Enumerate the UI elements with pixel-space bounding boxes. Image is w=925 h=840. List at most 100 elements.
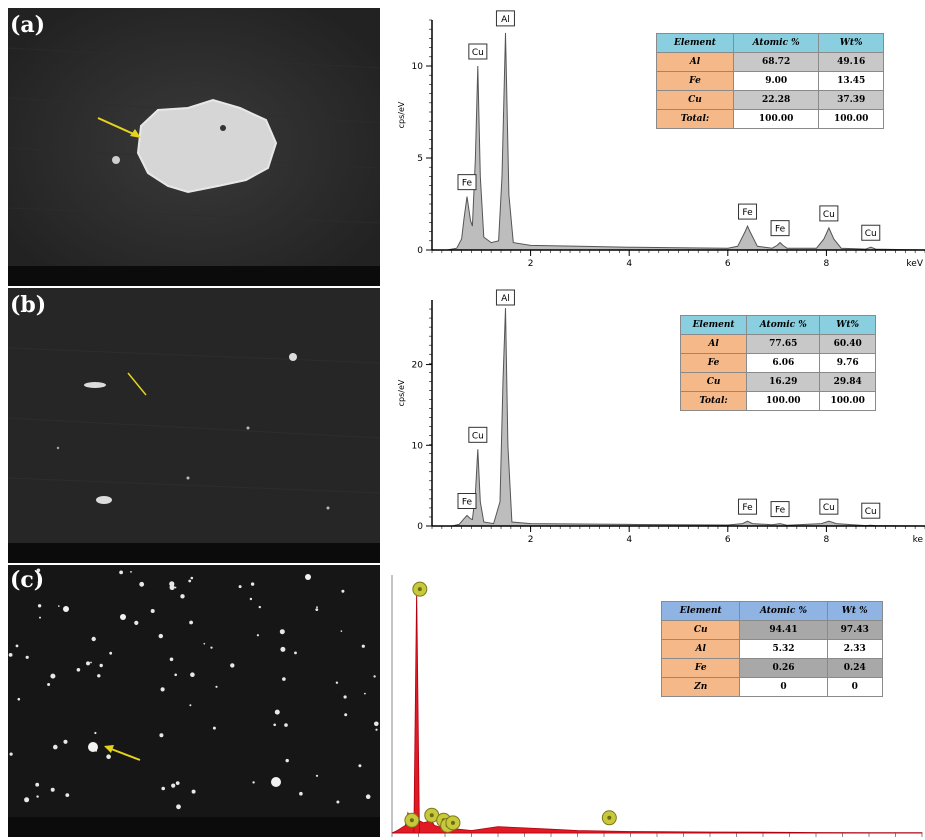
precipitate-dot [134, 620, 139, 625]
panel-label-b: (b) [10, 292, 47, 318]
precipitate-dot [215, 685, 218, 688]
precipitate-particle [120, 614, 126, 620]
precipitate-particle [88, 742, 98, 752]
table-header: Wt% [818, 33, 884, 53]
precipitate-particle [305, 574, 311, 580]
precipitate-dot [280, 646, 286, 652]
table-header: Element [660, 601, 741, 621]
table-cell: 29.84 [819, 372, 876, 392]
precipitate-dot [189, 620, 194, 625]
table-cell: 22.28 [732, 90, 820, 110]
peak-label: Cu [472, 48, 484, 58]
precipitate-dot [230, 663, 235, 668]
sem-micrograph-b [8, 288, 380, 563]
sem-databar-b [8, 543, 380, 563]
peak-marker-dot [409, 818, 414, 823]
precipitate-dot [249, 597, 253, 601]
sem-image-b: (b) [8, 288, 380, 563]
precipitate-dot [158, 633, 163, 639]
table-cell: 37.39 [818, 90, 884, 110]
table-cell: Fe [679, 353, 748, 373]
precipitate-dot [94, 731, 97, 735]
peak-marker-dot [417, 587, 422, 592]
precipitate-dot [335, 681, 339, 684]
precipitate-dot [282, 677, 286, 681]
table-cell: 13.45 [818, 71, 884, 91]
precipitate-dot [86, 661, 90, 666]
peak-label-box [495, 289, 515, 306]
precipitate-dot [273, 723, 277, 727]
precipitate-dot [130, 571, 132, 573]
precipitate-dot [299, 791, 303, 796]
precipitate-dot [99, 663, 103, 668]
sem-databar-c [8, 817, 380, 837]
precipitate-dot [361, 644, 365, 648]
y-axis-label: cps/eV [397, 101, 406, 128]
table-cell: Al [679, 334, 748, 354]
precipitate-dot [24, 797, 30, 803]
precipitate-dot [15, 644, 19, 648]
sem-micrograph-c [8, 565, 380, 837]
precipitate-dot [190, 576, 194, 580]
y-tick-label: 10 [412, 441, 424, 451]
x-tick-label: 8 [824, 259, 830, 269]
peak-label-box [457, 493, 477, 510]
precipitate-dot [58, 605, 60, 607]
table-cell: 94.41 [739, 620, 828, 640]
table-cell: 0 [739, 677, 828, 697]
precipitate-dot [294, 651, 297, 655]
table-cell: 100.00 [746, 391, 821, 411]
x-tick-label: 2 [528, 259, 534, 269]
peak-label-box [738, 498, 758, 515]
peak-label: Cu [865, 229, 877, 239]
y-tick-label: 0 [417, 522, 423, 532]
peak-label-box [468, 43, 488, 60]
precipitate-dot [180, 594, 185, 599]
precipitate-dot [238, 585, 242, 589]
table-cell: Total: [656, 109, 734, 129]
table-cell: 0 [826, 677, 884, 697]
table-cell: Fe [656, 71, 734, 91]
table-cell: 60.40 [819, 334, 876, 354]
composition-table-c: Element Atomic % Wt % Cu 94.41 97.43 Al 5.3… [660, 601, 884, 697]
table-header: Atomic % [732, 33, 820, 53]
peak-label-box [468, 426, 488, 443]
x-axis-unit: ke [913, 535, 924, 545]
x-tick-label: 4 [626, 535, 632, 545]
precipitate-particle [63, 606, 69, 612]
table-cell: 97.43 [826, 620, 884, 640]
precipitate-dot [50, 787, 55, 792]
table-header: Wt% [819, 315, 876, 335]
precipitate-dot [210, 646, 213, 649]
precipitate-dot [39, 616, 41, 619]
precipitate-dot [76, 668, 81, 672]
table-header: Atomic % [746, 315, 821, 335]
precipitate-dot [160, 687, 165, 692]
table-cell: 0.26 [739, 658, 828, 678]
peak-label: Al [501, 15, 510, 25]
precipitate-dot [203, 642, 206, 645]
precipitate-dot [341, 589, 345, 593]
precipitate-dot [150, 609, 155, 613]
precipitate-dot [37, 581, 40, 584]
precipitate-dot [365, 794, 371, 799]
precipitate-dot [106, 754, 111, 759]
precipitate-dot [9, 752, 13, 756]
precipitate-dot [258, 605, 261, 609]
precipitate-dot [375, 728, 378, 731]
peak-label: Fe [742, 503, 753, 513]
peak-label-box [861, 502, 881, 519]
precipitate-dot [169, 581, 175, 587]
table-cell: 77.65 [746, 334, 821, 354]
peak-marker-dot [450, 820, 455, 825]
precipitate-dot [176, 804, 181, 810]
peak-label-box [495, 10, 515, 27]
precipitate-dot [36, 568, 41, 573]
precipitate-dot [316, 606, 318, 609]
precipitate-dot [374, 721, 379, 727]
precipitate-dot [279, 629, 285, 635]
precipitate-dot [175, 781, 180, 785]
table-cell: Cu [656, 90, 734, 110]
y-tick-label: 5 [417, 154, 423, 164]
